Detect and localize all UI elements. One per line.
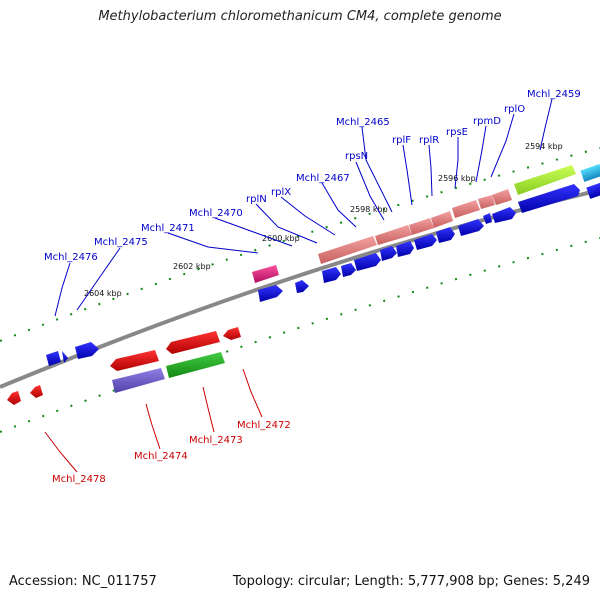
gene-arrow [30, 385, 43, 398]
gene-arrow [322, 267, 341, 283]
gene-label-mchl-2467: Mchl_2467 [296, 173, 350, 184]
gene-label-rpln: rplN [246, 194, 267, 205]
gene-arrow [75, 342, 99, 359]
gene-arrow [62, 351, 68, 363]
gene-label-rpmd: rpmD [473, 116, 501, 127]
lower-gene-labels: Mchl_2472 Mchl_2473 Mchl_2474 Mchl_2478 [52, 420, 291, 485]
gene-arrow [431, 211, 453, 228]
tick-label-2600: 2600 kbp [262, 234, 300, 243]
gene-arrow [518, 184, 580, 213]
topology-text: Topology: circular; Length: 5,777,908 bp… [232, 574, 590, 589]
tick-label-2594: 2594 kbp [525, 142, 563, 151]
gene-arrow [166, 352, 225, 378]
gene-label-rplf: rplF [392, 135, 411, 146]
gene-arrow [166, 331, 220, 354]
gene-arrow [318, 236, 377, 264]
gene-arrow [7, 391, 21, 405]
gene-arrow [483, 213, 492, 224]
gene-arrow [380, 246, 397, 261]
gene-arrow [492, 207, 516, 223]
gene-arrow [375, 225, 412, 245]
gene-label-mchl-2473: Mchl_2473 [189, 435, 243, 446]
gene-label-rpsn: rpsN [345, 151, 368, 162]
kbp-tick-labels: 2594 kbp 2596 kbp 2598 kbp 2600 kbp 2602… [84, 142, 563, 298]
tick-label-2604: 2604 kbp [84, 289, 122, 298]
upper-leader-lines [54, 98, 553, 317]
gene-arrow [354, 253, 381, 271]
genome-title: Methylobacterium chloromethanicum CM4, c… [98, 9, 502, 24]
gene-label-mchl-2476: Mchl_2476 [44, 252, 98, 263]
tick-label-2596: 2596 kbp [438, 174, 476, 183]
gene-arrow [492, 189, 512, 205]
gene-label-rplo: rplO [504, 104, 525, 115]
gene-arrow [341, 263, 356, 277]
gene-label-mchl-2471: Mchl_2471 [141, 223, 195, 234]
gene-arrow [252, 265, 279, 283]
gene-label-mchl-2470: Mchl_2470 [189, 208, 243, 219]
gene-arrow [580, 164, 600, 182]
gene-label-rplx: rplX [271, 187, 291, 198]
gene-label-mchl-2472: Mchl_2472 [237, 420, 291, 431]
gene-label-rplr: rplR [419, 135, 439, 146]
gene-label-mchl-2474: Mchl_2474 [134, 451, 188, 462]
gene-arrow [396, 241, 414, 257]
tick-label-2598: 2598 kbp [350, 205, 388, 214]
gene-arrow [112, 368, 165, 393]
lower-leader-lines [44, 368, 263, 473]
gene-label-mchl-2465: Mchl_2465 [336, 117, 390, 128]
gene-arrow [46, 351, 61, 366]
gene-arrow [409, 218, 434, 235]
gene-arrow [514, 165, 576, 195]
gene-arrow [414, 234, 437, 250]
gene-arrow [258, 285, 283, 302]
forward-strand-features [46, 164, 600, 366]
upper-gene-labels: Mchl_2459 rplO rpmD rpsE rplR rplF rpsN … [44, 89, 581, 263]
gene-label-mchl-2459: Mchl_2459 [527, 89, 581, 100]
gene-arrow [295, 280, 309, 293]
upper-tick-track [0, 147, 600, 342]
gene-label-mchl-2475: Mchl_2475 [94, 237, 148, 248]
gene-arrow [478, 195, 495, 209]
gene-label-rpse: rpsE [446, 127, 468, 138]
reverse-strand-features [7, 327, 241, 405]
gene-label-mchl-2478: Mchl_2478 [52, 474, 106, 485]
gene-arrow [436, 227, 455, 243]
gene-arrow [586, 181, 600, 199]
lower-tick-track [0, 237, 600, 433]
gene-arrow [223, 327, 241, 340]
accession-text: Accession: NC_011757 [9, 574, 157, 589]
gene-arrow [110, 350, 159, 371]
gene-arrow [452, 200, 480, 218]
gene-arrow [458, 219, 484, 236]
tick-label-2602: 2602 kbp [173, 262, 211, 271]
